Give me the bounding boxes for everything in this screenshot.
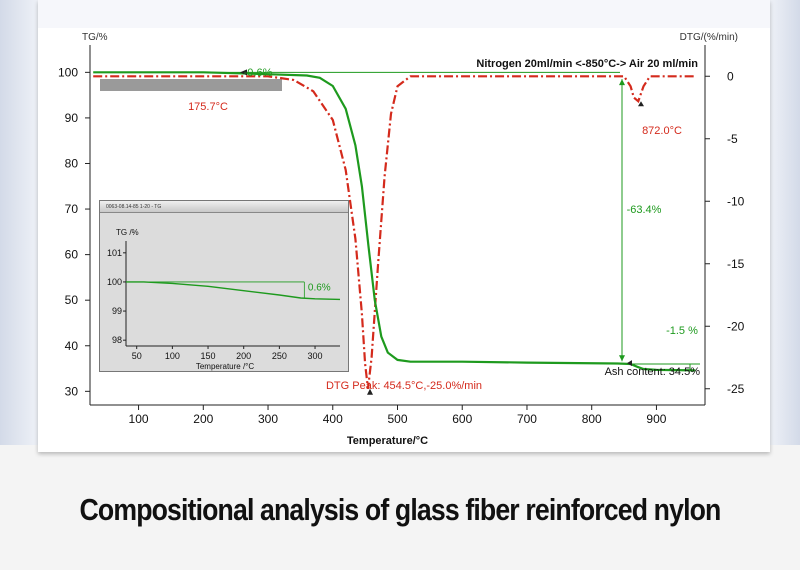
right-edge-band (770, 0, 800, 445)
x-axis-label: Temperature/°C (347, 435, 428, 447)
x-tick-label: 100 (129, 412, 149, 426)
inset-y-tick-label: 101 (107, 248, 122, 258)
inset-x-tick-label: 100 (165, 351, 180, 361)
x-tick-label: 500 (387, 412, 407, 426)
y-right-axis-label: DTG/(%/min) (680, 32, 738, 43)
y-left-tick-label: 90 (65, 111, 79, 125)
tg-baseline-bar (100, 79, 282, 91)
inset-mass-loss-label: 0.6% (308, 283, 331, 294)
x-tick-label: 800 (582, 412, 602, 426)
y-right-tick-label: -15 (727, 257, 745, 271)
inset-x-tick-label: 250 (272, 351, 287, 361)
x-tick-label: 900 (646, 412, 666, 426)
x-tick-label: 600 (452, 412, 472, 426)
y-right-tick-label: -10 (727, 194, 745, 208)
dtg-peak-marker (367, 388, 373, 395)
atmosphere-label: Nitrogen 20ml/min <-850°C-> Air 20 ml/mi… (476, 58, 698, 70)
y-right-tick-label: -25 (727, 382, 745, 396)
inset-y-tick-label: 98 (112, 335, 122, 345)
mass-loss-3-label: -1.5 % (666, 325, 698, 337)
ash-content-label: Ash content: 34.5% (605, 366, 701, 378)
inset-x-tick-label: 300 (308, 351, 323, 361)
x-tick-label: 300 (258, 412, 278, 426)
dtg-peak-label: DTG Peak: 454.5°C,-25.0%/min (326, 380, 482, 392)
mass-loss-1-label: -0.6% (244, 67, 273, 79)
y-left-tick-label: 100 (58, 65, 78, 79)
y-left-tick-label: 80 (65, 156, 79, 170)
x-tick-label: 700 (517, 412, 537, 426)
air-peak-label: 872.0°C (642, 125, 682, 137)
inset-tg-curve (126, 281, 341, 301)
air-peak-marker (638, 101, 644, 107)
ash-step-marker (627, 360, 632, 367)
bracket-arrow-top (619, 79, 625, 86)
mass-loss-2-label: -63.4% (627, 204, 662, 216)
chart-axes: 100 200 300 400 500 600 700 800 9003040506070809… (58, 32, 745, 447)
dtg-curve (93, 75, 696, 389)
y-right-tick-label: 0 (727, 69, 734, 83)
x-tick-label: 200 (193, 412, 213, 426)
inset-y-tick-label: 99 (112, 306, 122, 316)
y-right-tick-label: -20 (727, 319, 745, 333)
y-left-tick-label: 40 (65, 339, 79, 353)
inset-chart: 0063-08.14-85 1-20 - TG 50 100 150 200 250 30… (99, 200, 349, 372)
onset-marker (240, 69, 247, 76)
inset-x-tick-label: 150 (201, 351, 216, 361)
y-left-tick-label: 30 (65, 384, 79, 398)
y-left-axis-label: TG/% (82, 32, 108, 43)
inset-x-tick-label: 200 (236, 351, 251, 361)
chart-annotations: -0.6% 175.7°C -63.4% 872.0°C -1.5 % Ash conte… (100, 67, 700, 395)
chart-panel-header (38, 0, 770, 28)
y-left-tick-label: 70 (65, 202, 79, 216)
onset-temp-label: 175.7°C (188, 101, 228, 113)
inset-y-axis-label: TG /% (116, 228, 139, 237)
tga-chart: 100 200 300 400 500 600 700 800 9003040506070809… (58, 32, 745, 447)
inset-title-bar: 0063-08.14-85 1-20 - TG (100, 201, 348, 213)
y-right-tick-label: -5 (727, 132, 738, 146)
inset-y-tick-label: 100 (107, 277, 122, 287)
x-tick-label: 400 (323, 412, 343, 426)
inset-plot: 50 100 150 200 250 300 98 99 100 101 TG /% Temperat… (107, 228, 341, 371)
page-caption: Compositional analysis of glass fiber re… (79, 492, 722, 527)
inset-x-axis-label: Temperature /°C (196, 362, 255, 371)
left-edge-band (0, 0, 38, 445)
y-left-tick-label: 50 (65, 293, 79, 307)
bracket-arrow-bottom (619, 355, 625, 362)
inset-x-tick-label: 50 (132, 351, 142, 361)
y-left-tick-label: 60 (65, 248, 79, 262)
